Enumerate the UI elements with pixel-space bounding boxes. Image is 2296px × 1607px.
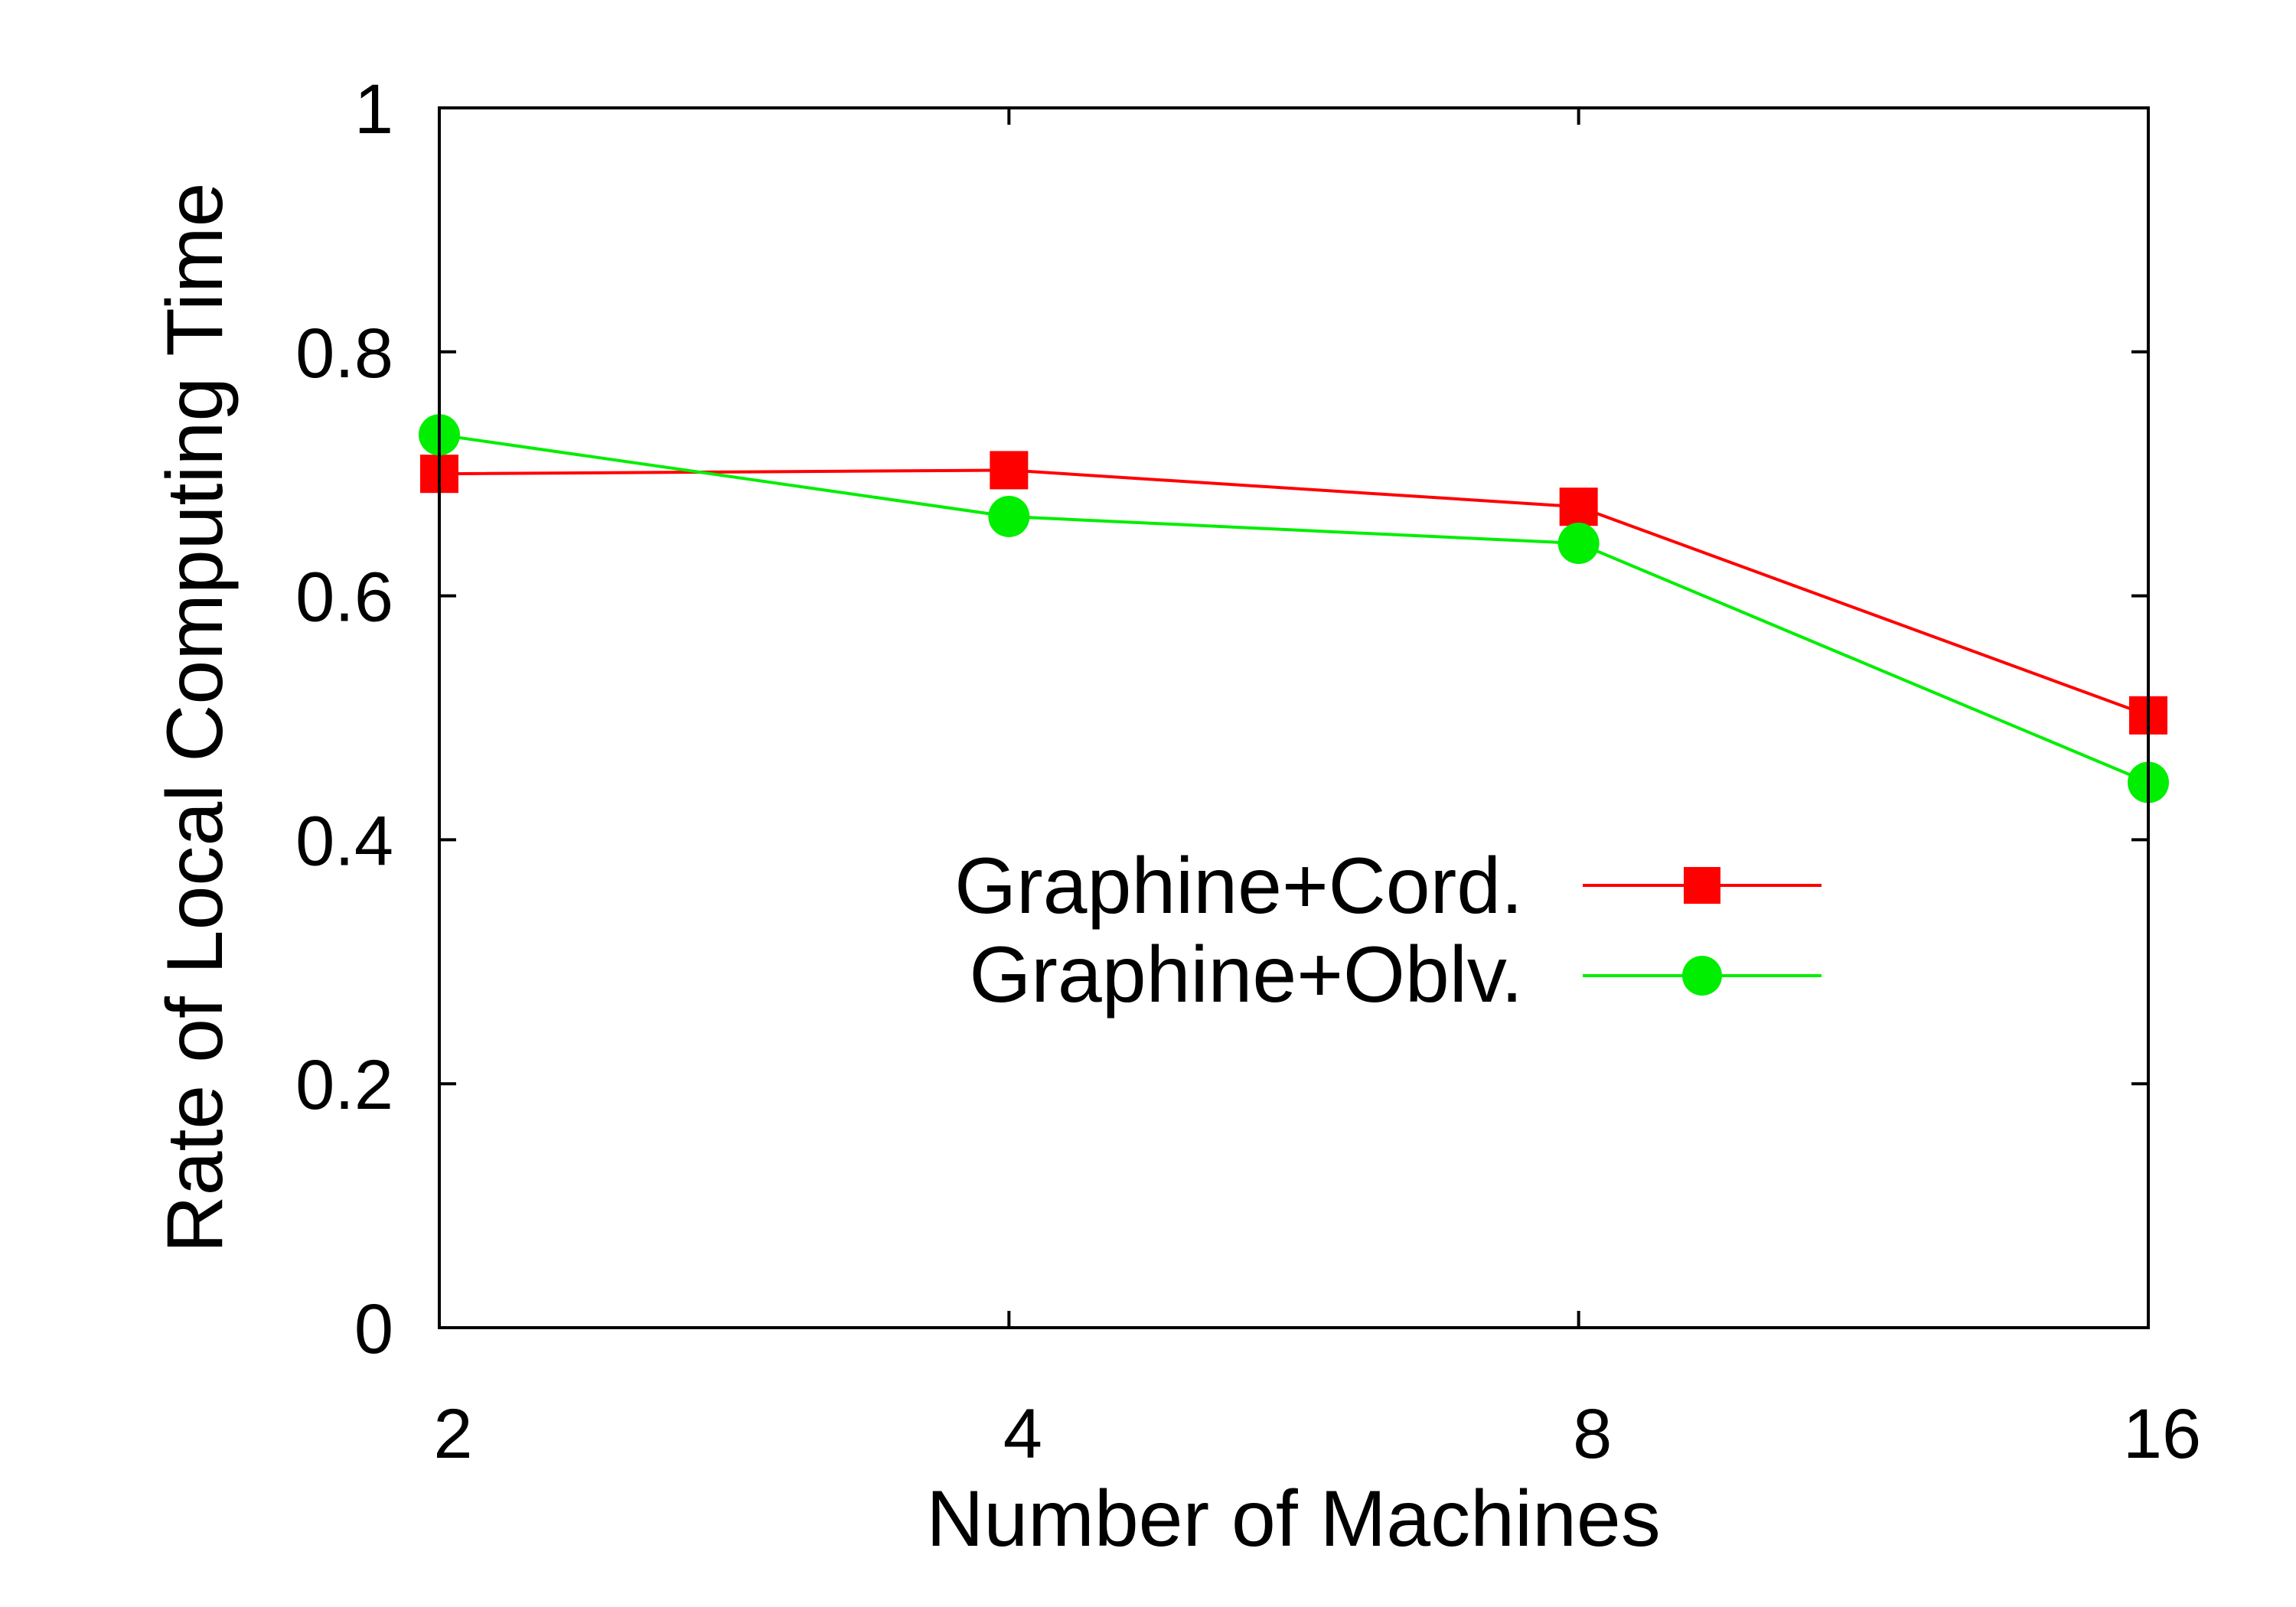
x-tick-label: 2 xyxy=(433,1395,472,1473)
x-tick-label: 16 xyxy=(2123,1395,2201,1473)
y-tick-label: 0.6 xyxy=(295,559,393,637)
data-point-cord xyxy=(1559,487,1598,526)
x-tick-label: 4 xyxy=(1003,1395,1042,1473)
legend-label-oblv: Graphine+Oblv. xyxy=(969,931,1523,1019)
x-tick-label: 8 xyxy=(1573,1395,1612,1473)
plot-frame xyxy=(438,106,2150,1329)
legend-marker-oblv xyxy=(1682,956,1722,996)
data-point-oblv xyxy=(988,495,1030,537)
y-tick-label: 0.8 xyxy=(295,315,393,393)
y-tick-label: 0.2 xyxy=(295,1046,393,1124)
legend: Graphine+Cord. Graphine+Oblv. xyxy=(954,842,1821,1019)
series-line-oblv xyxy=(439,433,2149,784)
series-line-cord xyxy=(439,468,2149,717)
tick-labels: 0 0.2 0.4 0.6 0.8 1 2 4 8 16 xyxy=(295,70,2201,1473)
x-axis-title: Number of Machines xyxy=(926,1475,1661,1563)
series-layer xyxy=(419,414,2169,804)
y-tick-label: 1 xyxy=(354,70,393,148)
y-tick-label: 0 xyxy=(354,1290,393,1368)
legend-marker-cord xyxy=(1684,867,1720,904)
y-axis-title: Rate of Local Computing Time xyxy=(151,183,240,1253)
data-point-oblv xyxy=(1557,523,1600,565)
legend-label-cord: Graphine+Cord. xyxy=(954,842,1523,931)
y-tick-label: 0.4 xyxy=(295,802,393,880)
data-point-cord xyxy=(990,451,1029,490)
